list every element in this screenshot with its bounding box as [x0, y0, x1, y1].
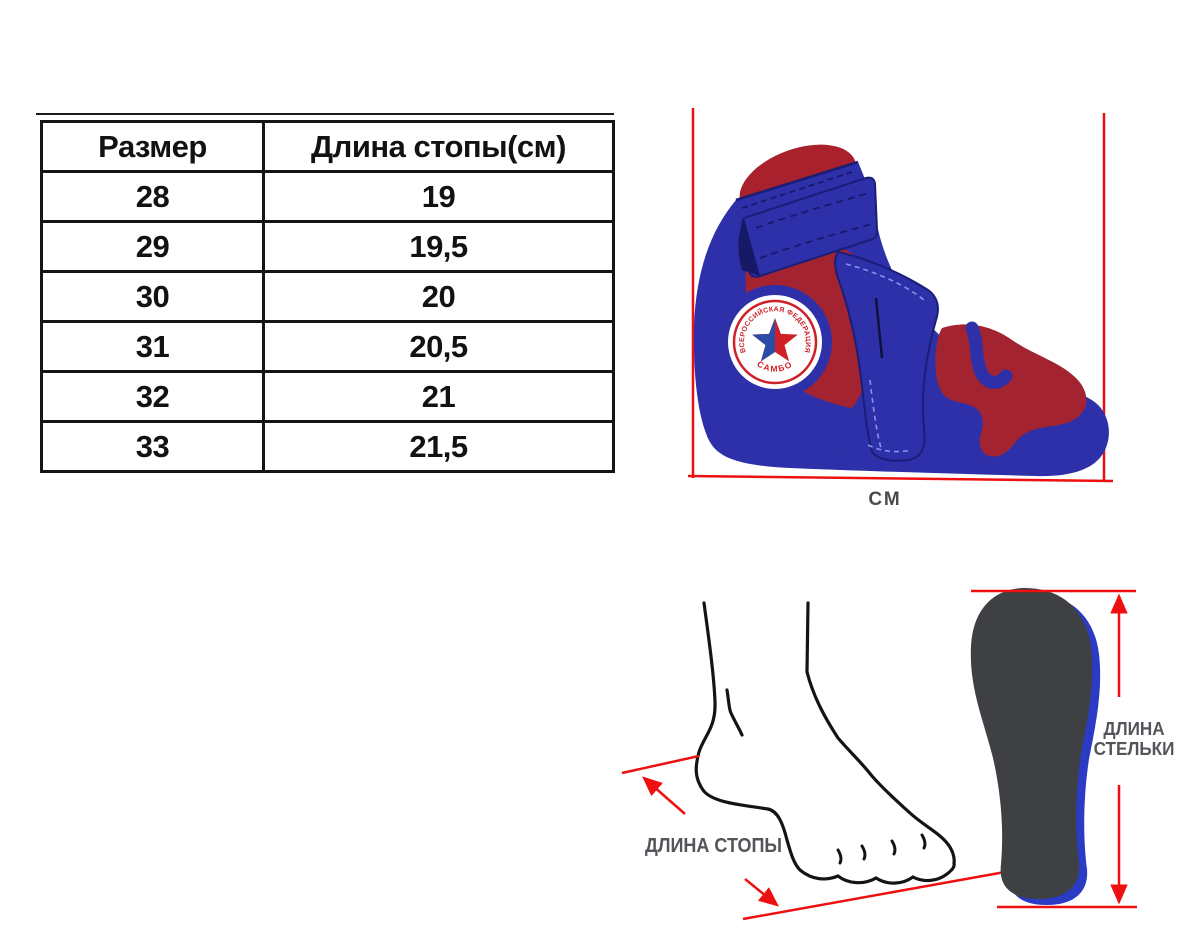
boot-opening-rim — [735, 160, 859, 202]
foot-length-label: ДЛИНА СТОПЫ — [645, 835, 783, 857]
foot-outline-drawing — [694, 601, 956, 885]
table-cell-size: 29 — [40, 220, 265, 273]
table-outer-top-border — [36, 113, 614, 115]
toe-tangent-line — [742, 870, 1006, 921]
boot-drawing: ВСЕРОССИЙСКАЯ ФЕДЕРАЦИЯ САМБО — [693, 144, 1109, 477]
strap-lower-stitching — [845, 263, 925, 453]
table-cell-length: 21,5 — [262, 420, 615, 473]
size-table: Размер Длина стопы(см) 28 19 29 19,5 30 … — [40, 120, 615, 473]
insole-drawing — [970, 588, 1101, 905]
sambo-boot-illustration: ВСЕРОССИЙСКАЯ ФЕДЕРАЦИЯ САМБО — [687, 108, 1114, 483]
insole-top-layer — [970, 588, 1093, 899]
insole-length-label-line1: ДЛИНА — [1103, 719, 1165, 739]
length-measure-line-bottom — [687, 474, 1114, 483]
boot-strap-upper — [738, 176, 879, 278]
table-row: 29 19,5 — [40, 220, 615, 273]
foot-back-and-sole-line — [694, 601, 956, 885]
insole-measurement-lines — [971, 589, 1137, 909]
strap-lower-band — [834, 250, 939, 462]
insole-length-label: ДЛИНА СТЕЛЬКИ — [1087, 719, 1182, 759]
heel-arrow — [642, 776, 686, 815]
foot-measurement-illustration — [621, 601, 1006, 921]
star-icon — [752, 318, 798, 362]
star-blue-half — [752, 318, 775, 362]
heel-tangent-line — [621, 754, 700, 775]
table-row: 28 19 — [40, 170, 615, 223]
table-row: 31 20,5 — [40, 320, 615, 373]
logo-red-ring — [732, 299, 818, 385]
sambo-federation-logo: ВСЕРОССИЙСКАЯ ФЕДЕРАЦИЯ САМБО — [718, 285, 832, 399]
table-cell-length: 19,5 — [262, 220, 615, 273]
boot-strap-lower — [834, 250, 939, 462]
insole-length-label-line2: СТЕЛЬКИ — [1093, 739, 1175, 759]
strap-upper-fold — [738, 218, 760, 276]
strap-upper-stitching — [755, 193, 873, 259]
table-cell-length: 20,5 — [262, 320, 615, 373]
table-cell-length: 20 — [262, 270, 615, 323]
table-cell-size: 33 — [40, 420, 265, 473]
boot-camo-blue-finger — [965, 321, 1013, 389]
table-header-foot-length: Длина стопы(см) — [262, 120, 615, 173]
foot-front-line — [805, 601, 956, 865]
insole-measurement-illustration — [970, 588, 1137, 909]
ankle-bone-line — [725, 688, 744, 737]
table-header-size: Размер — [40, 120, 265, 173]
table-cell-length: 19 — [262, 170, 615, 223]
table-row: 30 20 — [40, 270, 615, 323]
table-cell-size: 32 — [40, 370, 265, 423]
table-cell-size: 30 — [40, 270, 265, 323]
logo-text-bottom: САМБО — [755, 359, 794, 374]
table-row: 32 21 — [40, 370, 615, 423]
toe-arrow — [744, 878, 779, 907]
table-cell-size: 28 — [40, 170, 265, 223]
table-row: 33 21,5 — [40, 420, 615, 473]
boot-height-unit-label: СМ — [868, 489, 902, 510]
table-cell-size: 31 — [40, 320, 265, 373]
foot-measurement-lines — [621, 754, 1006, 921]
boot-heel-wedge — [697, 340, 842, 470]
toe-separator-lines — [836, 833, 927, 865]
table-header-row: Размер Длина стопы(см) — [40, 120, 615, 173]
table-cell-length: 21 — [262, 370, 615, 423]
strap-lower-seam — [874, 297, 884, 359]
